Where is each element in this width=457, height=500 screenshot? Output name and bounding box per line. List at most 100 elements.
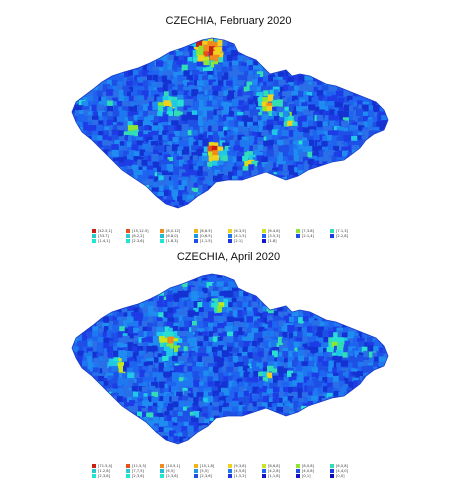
municipality-cell <box>116 101 123 108</box>
municipality-cell <box>74 300 80 308</box>
municipality-cell <box>358 38 364 43</box>
municipality-cell <box>303 350 311 358</box>
municipality-cell <box>97 337 104 343</box>
municipality-cell <box>178 212 184 218</box>
municipality-cell <box>246 280 255 288</box>
municipality-cell <box>284 60 291 68</box>
municipality-cell <box>296 421 304 428</box>
legend-entry: [7.1,3] [2.2,8] <box>330 229 364 249</box>
municipality-cell <box>381 104 388 111</box>
municipality-cell <box>252 42 259 48</box>
legend-entry: [10,1,8] [5,5] [2,3,6] <box>194 464 228 484</box>
municipality-cell <box>137 169 144 177</box>
municipality-cell <box>163 107 170 113</box>
municipality-cell <box>303 186 311 194</box>
municipality-cell <box>158 126 165 133</box>
municipality-cell <box>372 382 379 388</box>
legend-entry: [6,0,8] [4,4,0] [0,0] <box>330 464 364 484</box>
municipality-cell <box>92 119 99 127</box>
municipality-cell <box>72 300 74 308</box>
municipality-cell <box>63 122 70 128</box>
municipality-cell <box>381 413 388 420</box>
municipality-cell <box>74 202 81 208</box>
municipality-cell <box>72 62 74 68</box>
municipality-cell <box>347 74 354 82</box>
municipality-cell <box>258 348 266 354</box>
municipality-cell <box>342 352 348 358</box>
municipality-cell <box>347 430 355 437</box>
municipality-cell <box>319 60 325 67</box>
municipality-cell <box>122 422 129 429</box>
municipality-cell <box>371 169 378 176</box>
municipality-cell <box>238 287 245 294</box>
municipality-cell <box>63 76 70 83</box>
municipality-cell <box>353 72 360 79</box>
municipality-cell <box>221 66 228 72</box>
municipality-cell <box>167 336 175 344</box>
municipality-cell <box>333 312 339 321</box>
municipality-cell <box>218 165 225 172</box>
municipality-cell <box>83 154 89 162</box>
municipality-cell <box>108 191 114 198</box>
municipality-cell <box>313 41 320 48</box>
municipality-cell <box>236 184 243 192</box>
municipality-cell <box>321 417 329 425</box>
municipality-cell <box>191 69 200 76</box>
municipality-cell <box>192 320 200 327</box>
municipality-cell <box>363 45 370 51</box>
municipality-cell <box>193 376 200 383</box>
municipality-cell <box>101 425 109 433</box>
municipality-cell <box>282 195 289 203</box>
municipality-cell <box>133 195 139 203</box>
municipality-cell <box>218 205 226 208</box>
municipality-cell <box>232 347 240 353</box>
municipality-cell <box>62 304 67 310</box>
municipality-cell <box>331 275 339 283</box>
municipality-cell <box>221 110 229 117</box>
municipality-cell <box>333 165 339 172</box>
municipality-cell <box>308 196 316 202</box>
municipality-cell <box>143 312 150 320</box>
municipality-cell <box>187 195 195 202</box>
municipality-cell <box>94 306 100 314</box>
municipality-cell <box>212 406 219 414</box>
legend-swatch <box>92 234 96 238</box>
municipality-cell <box>304 81 311 88</box>
municipality-cell <box>124 361 131 369</box>
municipality-cell <box>296 323 303 329</box>
municipality-cell <box>172 410 179 418</box>
municipality-cell <box>367 316 374 324</box>
municipality-cell <box>372 195 378 203</box>
municipality-cell <box>208 356 215 364</box>
municipality-cell <box>104 145 111 152</box>
municipality-cell <box>357 135 365 141</box>
municipality-cell <box>341 410 349 418</box>
municipality-cell <box>73 38 80 42</box>
municipality-cell <box>352 121 358 128</box>
municipality-cell <box>182 130 188 137</box>
municipality-cell <box>82 392 88 399</box>
municipality-cell <box>224 145 230 152</box>
municipality-cell <box>151 397 159 404</box>
municipality-cell <box>338 281 345 287</box>
municipality-cell <box>224 326 230 333</box>
municipality-cell <box>159 308 166 315</box>
municipality-cell <box>292 442 299 444</box>
legend-swatch <box>92 469 96 473</box>
municipality-cell <box>288 40 296 46</box>
municipality-cell <box>328 181 336 189</box>
municipality-cell <box>378 171 386 178</box>
municipality-cell <box>323 287 330 295</box>
municipality-cell <box>254 282 261 289</box>
municipality-cell <box>273 328 281 334</box>
municipality-cell <box>262 385 268 393</box>
municipality-cell <box>123 382 131 388</box>
municipality-cell <box>242 428 250 434</box>
municipality-cell <box>156 87 164 93</box>
municipality-cell <box>262 306 269 312</box>
municipality-cell <box>136 316 143 323</box>
municipality-cell <box>72 310 74 318</box>
municipality-cell <box>141 432 148 441</box>
municipality-cell <box>373 181 380 188</box>
municipality-cell <box>278 397 287 405</box>
